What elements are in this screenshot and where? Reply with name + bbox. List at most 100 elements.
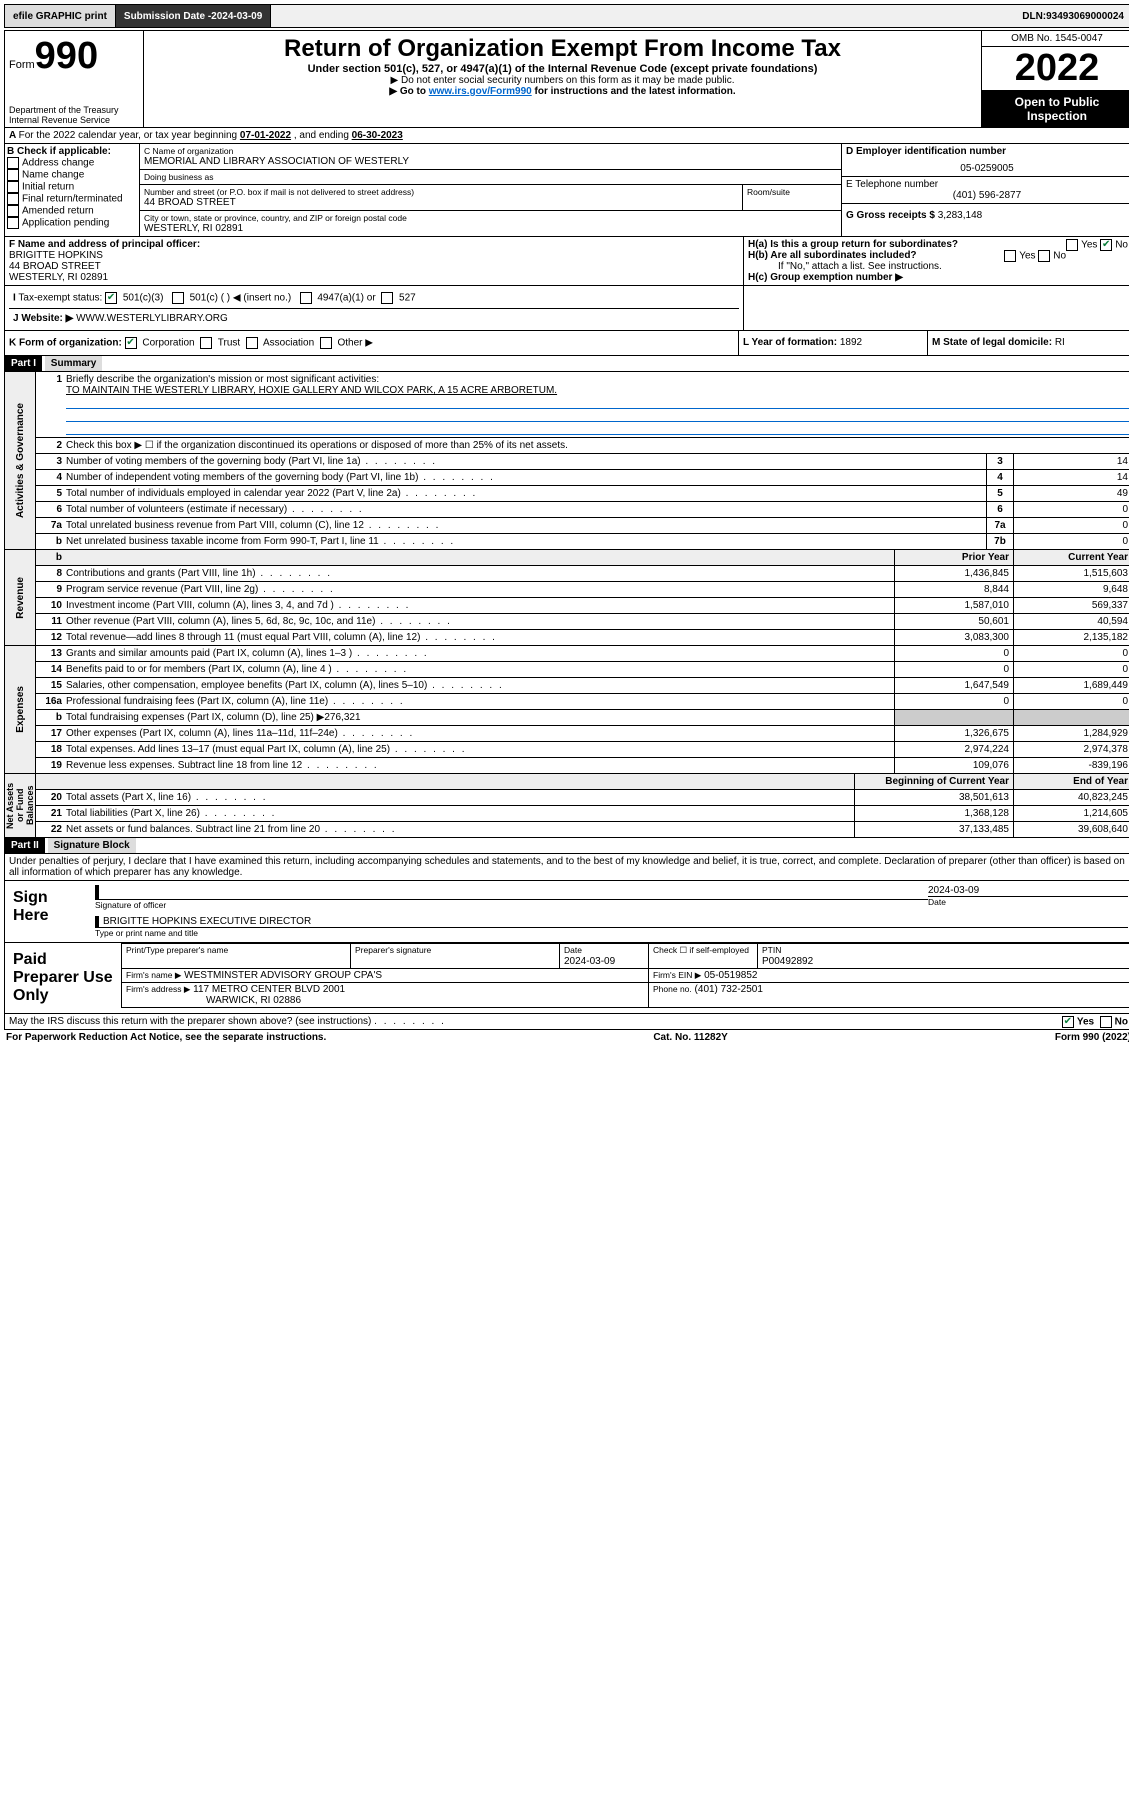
summary-row: 6Total number of volunteers (estimate if…: [36, 502, 1129, 518]
top-toolbar: efile GRAPHIC print Submission Date - 20…: [4, 4, 1129, 28]
summary-row: 21Total liabilities (Part X, line 26)1,3…: [36, 806, 1129, 822]
summary-row: 14Benefits paid to or for members (Part …: [36, 662, 1129, 678]
box-i: I Tax-exempt status: 501(c)(3) 501(c) ( …: [9, 288, 739, 309]
trust-checkbox[interactable]: [200, 337, 212, 349]
box-b-option[interactable]: Initial return: [7, 181, 137, 193]
summary-row: bNet unrelated business taxable income f…: [36, 534, 1129, 549]
officer-name: BRIGITTE HOPKINS: [9, 250, 739, 261]
gross-receipts-value: 3,283,148: [938, 210, 983, 221]
assoc-checkbox[interactable]: [246, 337, 258, 349]
box-b-header: B Check if applicable:: [7, 146, 137, 157]
year-formation-label: L Year of formation:: [743, 337, 837, 348]
domicile-value: RI: [1055, 337, 1065, 348]
entity-info-block: B Check if applicable: Address changeNam…: [4, 144, 1129, 237]
officer-label: F Name and address of principal officer:: [9, 239, 739, 250]
summary-row: 3Number of voting members of the governi…: [36, 454, 1129, 470]
part-i-label: Part I: [5, 356, 42, 371]
box-l: L Year of formation: 1892: [739, 331, 928, 355]
goto-prefix: ▶ Go to: [389, 86, 428, 97]
527-label: 527: [399, 293, 416, 304]
dln-value: 93493069000024: [1046, 11, 1124, 22]
org-name: MEMORIAL AND LIBRARY ASSOCIATION OF WEST…: [144, 156, 837, 167]
domicile-label: M State of legal domicile:: [932, 337, 1052, 348]
527-checkbox[interactable]: [381, 292, 393, 304]
dln-label: DLN:: [1022, 11, 1046, 22]
summary-row: 17Other expenses (Part IX, column (A), l…: [36, 726, 1129, 742]
hb-note: If "No," attach a list. See instructions…: [748, 261, 1128, 272]
501c-checkbox[interactable]: [172, 292, 184, 304]
firm-phone: (401) 732-2501: [695, 984, 763, 995]
submission-date-value: 2024-03-09: [211, 11, 262, 22]
4947-label: 4947(a)(1) or: [317, 293, 375, 304]
box-b-option[interactable]: Address change: [7, 157, 137, 169]
501c3-checkbox[interactable]: [105, 292, 117, 304]
hb-yes-label: Yes: [1019, 251, 1035, 262]
form-title: Return of Organization Exempt From Incom…: [148, 35, 977, 63]
sign-here-label: Sign Here: [5, 881, 91, 942]
ha-yes-checkbox[interactable]: [1066, 239, 1078, 251]
line-a: A For the 2022 calendar year, or tax yea…: [4, 128, 1129, 144]
paperwork-notice: For Paperwork Reduction Act Notice, see …: [6, 1032, 326, 1043]
firm-name-label: Firm's name ▶: [126, 970, 181, 980]
instructions-link[interactable]: www.irs.gov/Form990: [429, 86, 532, 97]
line-a-mid: , and ending: [294, 130, 352, 141]
paid-preparer-table: Print/Type preparer's name Preparer's si…: [121, 943, 1129, 1008]
efile-print-button[interactable]: efile GRAPHIC print: [5, 5, 116, 27]
discuss-yes-checkbox[interactable]: [1062, 1016, 1074, 1028]
corp-checkbox[interactable]: [125, 337, 137, 349]
hb-yes-checkbox[interactable]: [1004, 250, 1016, 262]
ein-label: D Employer identification number: [846, 146, 1128, 157]
subtitle-3: ▶ Go to www.irs.gov/Form990 for instruct…: [148, 86, 977, 97]
ha-no-label: No: [1115, 240, 1128, 251]
self-employed-label: Check ☐ if self-employed: [649, 944, 758, 969]
tax-year: 2022: [982, 47, 1129, 91]
4947-checkbox[interactable]: [300, 292, 312, 304]
form-header: Form990 Department of the Treasury Inter…: [4, 30, 1129, 128]
firm-phone-label: Phone no.: [653, 984, 692, 994]
firm-ein-label: Firm's EIN ▶: [653, 970, 701, 980]
org-name-label: C Name of organization: [144, 146, 837, 156]
corp-label: Corporation: [142, 338, 194, 349]
officer-group-block: F Name and address of principal officer:…: [4, 237, 1129, 286]
dln-chip: DLN: 93493069000024: [1014, 5, 1129, 27]
prep-name-label: Print/Type preparer's name: [122, 944, 351, 969]
expenses-label: Expenses: [13, 682, 28, 737]
net-assets-label: Net Assets or Fund Balances: [3, 774, 37, 837]
form-ref: Form 990 (2022): [1055, 1032, 1129, 1043]
ptin-label: PTIN: [762, 945, 781, 955]
box-b-option[interactable]: Final return/terminated: [7, 193, 137, 205]
box-b: B Check if applicable: Address changeNam…: [5, 144, 140, 236]
hb-no-label: No: [1053, 251, 1066, 262]
summary-row: 4Number of independent voting members of…: [36, 470, 1129, 486]
summary-row: 7aTotal unrelated business revenue from …: [36, 518, 1129, 534]
501c3-label: 501(c)(3): [123, 293, 164, 304]
discuss-no-checkbox[interactable]: [1100, 1016, 1112, 1028]
dba-label: Doing business as: [144, 172, 837, 182]
box-c: C Name of organization MEMORIAL AND LIBR…: [140, 144, 842, 236]
box-b-option[interactable]: Name change: [7, 169, 137, 181]
box-b-option[interactable]: Application pending: [7, 217, 137, 229]
box-b-option[interactable]: Amended return: [7, 205, 137, 217]
city-value: WESTERLY, RI 02891: [144, 223, 837, 234]
tax-year-end: 06-30-2023: [352, 130, 403, 141]
ptin-value: P00492892: [762, 956, 813, 967]
h-b-row: H(b) Are all subordinates included? Yes …: [748, 250, 1128, 261]
tax-status-label: Tax-exempt status:: [18, 293, 102, 304]
ha-no-checkbox[interactable]: [1100, 239, 1112, 251]
klm-block: K Form of organization: Corporation Trus…: [4, 331, 1129, 356]
discuss-row: May the IRS discuss this return with the…: [4, 1014, 1129, 1030]
hb-no-checkbox[interactable]: [1038, 250, 1050, 262]
box-k: K Form of organization: Corporation Trus…: [5, 331, 739, 355]
other-label: Other ▶: [337, 338, 372, 349]
summary-row: 12Total revenue—add lines 8 through 11 (…: [36, 630, 1129, 645]
hc-label: H(c) Group exemption number ▶: [748, 272, 1128, 283]
firm-ein: 05-0519852: [704, 970, 757, 981]
summary-row: 9Program service revenue (Part VIII, lin…: [36, 582, 1129, 598]
subtitle-1: Under section 501(c), 527, or 4947(a)(1)…: [148, 63, 977, 75]
other-checkbox[interactable]: [320, 337, 332, 349]
firm-addr1: 117 METRO CENTER BLVD 2001: [193, 984, 345, 995]
part-i-bar: Part I Summary: [4, 356, 1129, 372]
ein-value: 05-0259005: [846, 157, 1128, 174]
open-to-public: Open to Public Inspection: [982, 91, 1129, 127]
submission-date-chip: Submission Date - 2024-03-09: [116, 5, 271, 27]
